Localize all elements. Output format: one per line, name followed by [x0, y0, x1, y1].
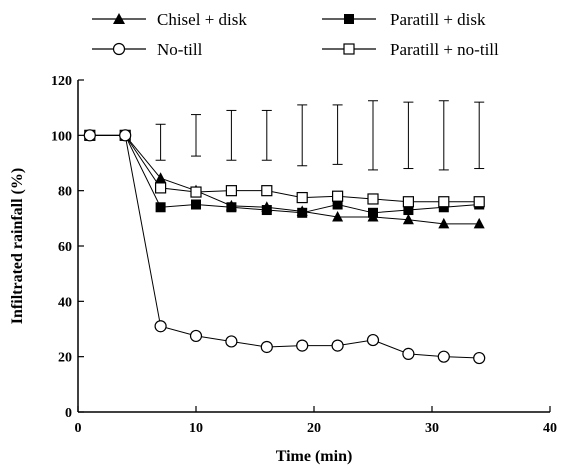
data-point	[260, 340, 273, 354]
data-point	[438, 196, 450, 208]
data-point	[226, 202, 237, 213]
y-tick-label: 40	[58, 295, 72, 310]
data-point	[331, 339, 344, 352]
x-tick-label: 10	[189, 421, 203, 436]
data-point	[367, 193, 379, 205]
data-point	[402, 347, 415, 360]
error-bar	[474, 101, 485, 170]
data-point	[261, 205, 272, 216]
data-point	[119, 129, 132, 142]
y-axis-title: Infiltrated rainfall (%)	[9, 168, 26, 324]
open-circle-marker-icon	[112, 42, 126, 56]
error-bar	[403, 101, 414, 170]
data-point	[297, 207, 308, 218]
legend-label: Chisel + disk	[157, 10, 247, 29]
data-point	[402, 196, 414, 208]
data-point	[296, 339, 309, 352]
data-point	[225, 185, 237, 197]
filled-triangle-marker-icon	[113, 13, 125, 24]
error-bar	[297, 104, 308, 167]
data-point	[190, 186, 202, 198]
data-point	[473, 196, 485, 208]
x-tick-label: 20	[307, 421, 321, 436]
error-bar	[226, 109, 237, 161]
legend-label: No-till	[157, 40, 203, 59]
error-bar	[191, 114, 201, 157]
series-markers	[84, 129, 485, 229]
data-point	[189, 329, 203, 343]
legend-label: Paratill + disk	[390, 10, 486, 29]
data-point	[368, 207, 378, 218]
legend-item-paratill-no-till: Paratill + no-till	[322, 40, 499, 59]
error-bar	[155, 123, 166, 161]
data-point	[155, 202, 166, 213]
legend-item-chisel-disk: Chisel + disk	[92, 10, 247, 29]
error-bars	[155, 100, 485, 171]
x-tick-label: 30	[425, 421, 439, 436]
y-tick-label: 60	[58, 240, 72, 255]
y-tick-label: 120	[51, 74, 72, 89]
error-bar	[438, 100, 449, 171]
legend: Chisel + disk Paratill + disk No-till Pa…	[92, 10, 499, 59]
error-bar	[332, 104, 343, 165]
series-line	[89, 134, 480, 225]
data-point	[366, 333, 380, 347]
data-point	[437, 350, 450, 363]
data-point	[438, 217, 450, 229]
x-tick-label: 0	[75, 421, 82, 436]
x-ticks: 0 10 20 30 40	[75, 406, 557, 436]
data-point	[402, 213, 414, 225]
open-square-marker-icon	[343, 43, 355, 55]
data-point	[155, 172, 167, 183]
data-point	[296, 191, 308, 204]
y-tick-label: 20	[58, 351, 72, 366]
series-markers	[84, 129, 485, 208]
series-line	[89, 134, 480, 203]
legend-item-no-till: No-till	[92, 40, 203, 59]
data-point	[332, 210, 344, 222]
error-bar	[261, 109, 272, 161]
data-point	[332, 199, 343, 210]
data-point	[332, 190, 344, 202]
legend-item-paratill-disk: Paratill + disk	[322, 10, 486, 29]
error-bar	[368, 100, 378, 171]
data-point	[403, 205, 414, 216]
x-axis-title: Time (min)	[276, 448, 353, 465]
series-line	[89, 134, 480, 214]
data-point	[154, 320, 167, 333]
series-group	[83, 129, 486, 365]
data-point	[83, 129, 96, 142]
x-tick-label: 40	[543, 421, 557, 436]
y-ticks: 0 20 40 60 80 100 120	[51, 74, 84, 421]
data-point	[473, 351, 486, 365]
data-point	[155, 182, 167, 194]
filled-square-marker-icon	[344, 14, 354, 24]
data-point	[261, 185, 273, 197]
y-tick-label: 80	[58, 185, 72, 200]
data-point	[191, 199, 201, 210]
y-tick-label: 0	[65, 406, 72, 421]
series-markers	[83, 129, 486, 365]
data-point	[473, 217, 485, 229]
y-tick-label: 100	[51, 129, 72, 144]
data-point	[225, 335, 238, 348]
legend-label: Paratill + no-till	[390, 40, 499, 59]
